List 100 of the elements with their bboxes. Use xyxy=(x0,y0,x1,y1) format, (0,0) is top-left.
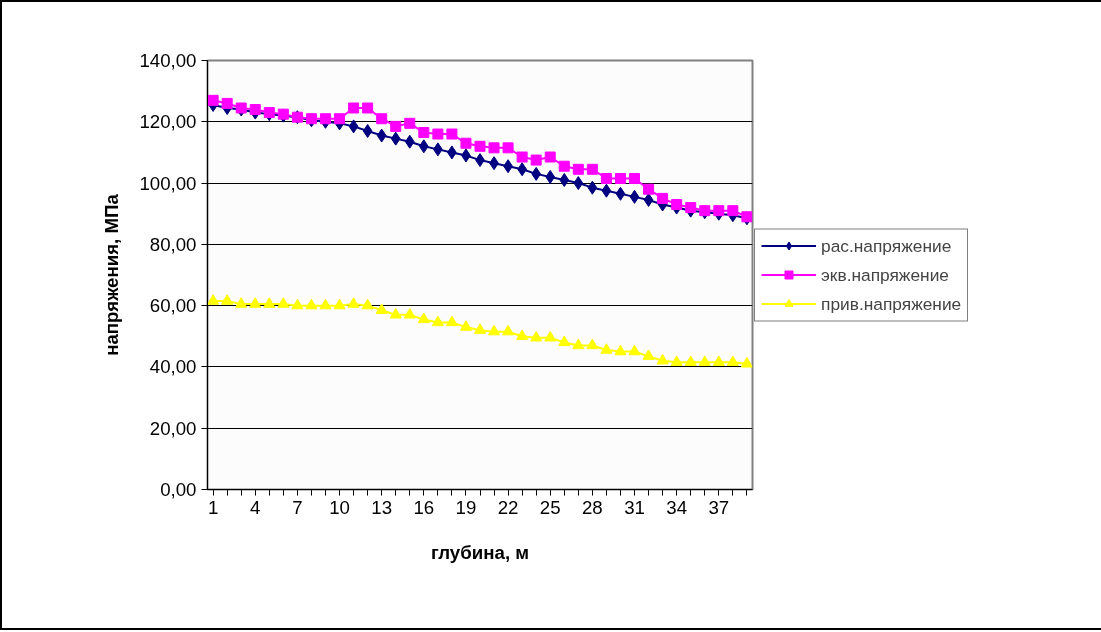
point xyxy=(558,160,570,172)
point xyxy=(474,140,486,152)
point xyxy=(348,102,360,114)
point xyxy=(545,169,556,184)
point xyxy=(417,312,430,324)
point xyxy=(459,320,472,331)
y-tick-label: 100,00 xyxy=(139,172,197,194)
point xyxy=(361,298,374,310)
x-tick-label: 19 xyxy=(455,496,477,518)
x-tick-label: 34 xyxy=(666,496,688,518)
point xyxy=(671,199,683,211)
point xyxy=(544,151,556,163)
point xyxy=(516,151,528,163)
y-axis-title: напряжения, МПа xyxy=(101,193,123,356)
point xyxy=(348,119,359,134)
point xyxy=(460,137,472,149)
y-tick-label: 40,00 xyxy=(149,356,197,378)
x-tick-label: 13 xyxy=(371,496,393,518)
x-tick-label: 7 xyxy=(292,496,303,518)
x-tick-label: 10 xyxy=(329,496,350,518)
point xyxy=(404,117,416,129)
point xyxy=(375,303,388,314)
point xyxy=(333,298,346,310)
point xyxy=(516,329,529,340)
point xyxy=(600,343,613,354)
x-tick-label: 1 xyxy=(207,496,219,518)
point xyxy=(544,330,557,342)
legend-label: экв.напряжение xyxy=(821,264,949,285)
y-tick-label: 120,00 xyxy=(139,111,197,133)
point xyxy=(347,297,360,308)
x-tick-label: 31 xyxy=(624,496,645,518)
point xyxy=(221,97,233,109)
point xyxy=(249,297,262,308)
point xyxy=(572,163,584,175)
point xyxy=(572,338,585,350)
point xyxy=(446,128,458,140)
point xyxy=(629,189,640,204)
point xyxy=(319,298,332,310)
legend-label: прив.напряжение xyxy=(821,293,962,314)
point xyxy=(305,298,318,310)
y-tick-label: 20,00 xyxy=(149,417,197,439)
x-tick-label: 28 xyxy=(582,496,603,518)
point xyxy=(376,128,387,143)
y-tick-label: 140,00 xyxy=(139,50,197,71)
point xyxy=(530,330,543,342)
point xyxy=(600,172,612,184)
x-tick-label: 4 xyxy=(250,496,261,518)
x-axis-title: глубина, м xyxy=(430,541,530,563)
point xyxy=(530,154,542,166)
point xyxy=(601,183,612,198)
point xyxy=(685,202,697,214)
x-tick-label: 16 xyxy=(413,496,435,518)
point xyxy=(628,344,641,356)
point xyxy=(404,134,415,149)
point xyxy=(740,357,753,368)
point xyxy=(643,183,655,195)
point xyxy=(643,192,654,207)
point xyxy=(657,192,669,204)
point xyxy=(656,353,669,365)
point xyxy=(431,315,444,327)
point xyxy=(376,113,388,125)
point xyxy=(670,355,683,367)
point xyxy=(488,142,500,154)
point xyxy=(642,349,655,360)
point xyxy=(684,355,697,367)
point xyxy=(614,172,626,184)
y-tick-label: 80,00 xyxy=(149,233,197,255)
point xyxy=(263,297,276,308)
point xyxy=(712,355,725,367)
point xyxy=(502,324,515,336)
point xyxy=(403,307,416,319)
point xyxy=(629,172,641,184)
y-tick-label: 60,00 xyxy=(149,295,197,317)
point xyxy=(727,205,739,217)
point xyxy=(586,163,598,175)
point xyxy=(334,113,346,125)
point xyxy=(726,355,739,367)
point xyxy=(713,205,725,217)
point xyxy=(586,338,599,350)
point xyxy=(558,335,571,347)
point xyxy=(418,139,429,154)
point xyxy=(249,104,261,116)
x-tick-label: 25 xyxy=(539,496,561,518)
point xyxy=(614,344,627,356)
x-tick-label: 37 xyxy=(708,496,730,518)
point xyxy=(432,128,444,140)
point xyxy=(207,94,219,106)
legend-label: рас.напряжение xyxy=(821,235,952,256)
point xyxy=(389,307,402,319)
point xyxy=(573,176,584,191)
point xyxy=(474,323,486,334)
point xyxy=(362,102,374,114)
point xyxy=(488,324,501,336)
point xyxy=(559,173,570,188)
point xyxy=(445,315,458,327)
point xyxy=(390,120,402,132)
point xyxy=(390,131,401,146)
point xyxy=(362,123,373,138)
point xyxy=(502,142,514,154)
point xyxy=(235,297,248,308)
